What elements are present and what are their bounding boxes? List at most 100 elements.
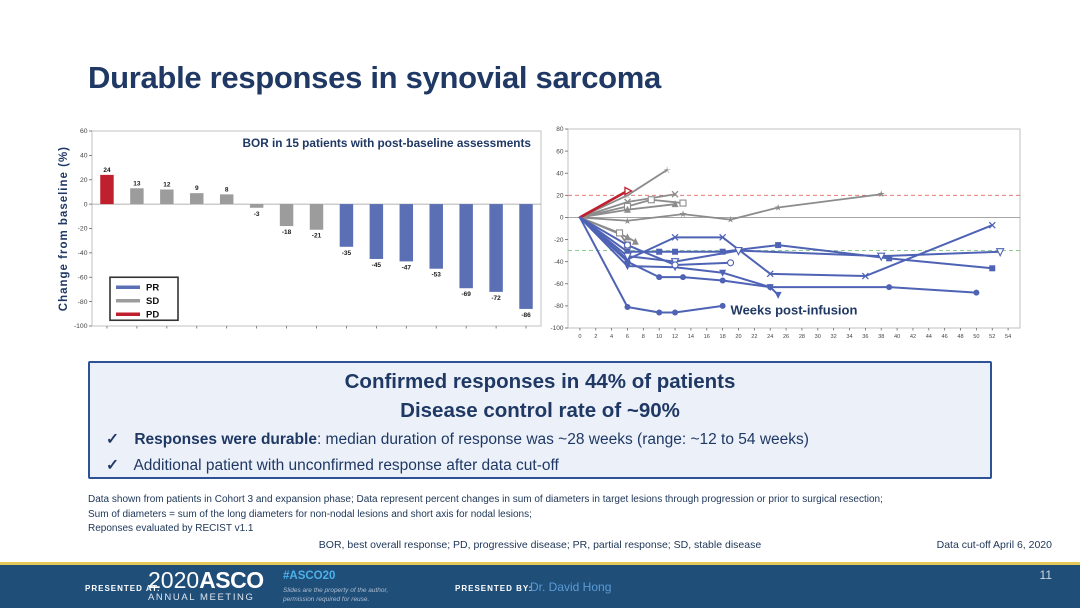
svg-text:-20: -20 [78, 226, 88, 233]
asco-logo-year: 2020 [148, 567, 200, 593]
footnote-line-3: Reponses evaluated by RECIST v1.1 [88, 523, 254, 534]
svg-text:☆: ☆ [623, 190, 631, 200]
svg-text:PD: PD [146, 310, 159, 321]
svg-text:-100: -100 [550, 325, 563, 332]
presented-by-label: PRESENTED BY: [455, 584, 533, 593]
svg-text:-60: -60 [554, 281, 564, 288]
svg-text:SD: SD [146, 296, 159, 307]
svg-text:-35: -35 [342, 250, 352, 257]
svg-text:-40: -40 [78, 250, 88, 257]
svg-text:20: 20 [80, 177, 88, 184]
hashtag-block: #ASCO20 Slides are the property of the a… [283, 570, 388, 604]
svg-text:8: 8 [225, 186, 229, 193]
svg-text:-100: -100 [74, 323, 88, 330]
svg-text:-53: -53 [432, 272, 442, 279]
svg-text:12: 12 [672, 334, 678, 340]
svg-text:42: 42 [910, 334, 916, 340]
svg-text:-18: -18 [282, 229, 292, 236]
svg-text:6: 6 [626, 334, 629, 340]
svg-text:0: 0 [84, 201, 88, 208]
svg-text:24: 24 [767, 334, 773, 340]
svg-text:60: 60 [556, 148, 564, 155]
svg-text:40: 40 [80, 153, 88, 160]
svg-text:-72: -72 [491, 295, 501, 302]
svg-text:48: 48 [957, 334, 963, 340]
svg-text:22: 22 [751, 334, 757, 340]
disclaimer-text: Slides are the property of the author, p… [283, 586, 388, 604]
asco-logo-name: ASCO [199, 567, 264, 593]
svg-text:-86: -86 [521, 312, 531, 319]
svg-text:8: 8 [642, 334, 645, 340]
svg-text:10: 10 [656, 334, 662, 340]
svg-text:-40: -40 [554, 259, 564, 266]
svg-text:-60: -60 [78, 274, 88, 281]
svg-text:-20: -20 [554, 237, 564, 244]
asco-logo: 2020ASCO ANNUAL MEETING [148, 569, 264, 603]
svg-text:40: 40 [894, 334, 900, 340]
svg-text:40: 40 [556, 170, 564, 177]
svg-text:20: 20 [556, 193, 564, 200]
svg-text:38: 38 [878, 334, 884, 340]
svg-text:28: 28 [799, 334, 805, 340]
svg-text:-45: -45 [372, 262, 382, 269]
summary-bullet-1-rest: : median duration of response was ~28 we… [316, 431, 809, 448]
svg-text:-3: -3 [254, 211, 260, 218]
page-title: Durable responses in synovial sarcoma [88, 60, 661, 95]
svg-text:9: 9 [195, 185, 199, 192]
summary-headline-1: Confirmed responses in 44% of patients [344, 370, 736, 393]
svg-text:18: 18 [720, 334, 726, 340]
summary-headline-2: Disease control rate of ~90% [400, 399, 680, 422]
svg-text:★: ★ [727, 215, 735, 225]
svg-text:☆: ☆ [663, 165, 671, 175]
checkmark-icon: ✓ [106, 457, 119, 474]
svg-text:60: 60 [80, 128, 88, 135]
abbreviations-line: BOR, best overall response; PD, progress… [318, 539, 762, 551]
svg-text:30: 30 [815, 334, 821, 340]
svg-text:-69: -69 [461, 291, 471, 298]
summary-bullet-1: ✓ Responses were durable: median duratio… [106, 430, 990, 449]
summary-bullet-2-text: Additional patient with unconfirmed resp… [133, 457, 559, 474]
data-cutoff-label: Data cut-off April 6, 2020 [936, 539, 1052, 551]
svg-text:24: 24 [103, 167, 111, 174]
svg-text:2: 2 [594, 334, 597, 340]
footnote-line-1: Data shown from patients in Cohort 3 and… [88, 494, 883, 505]
footnotes: Data shown from patients in Cohort 3 and… [88, 493, 883, 537]
svg-text:0: 0 [560, 215, 564, 222]
svg-text:★: ★ [877, 189, 885, 199]
presenter-name: Dr. David Hong [530, 580, 612, 594]
svg-text:★: ★ [774, 202, 782, 212]
summary-bullet-2: ✓ Additional patient with unconfirmed re… [106, 456, 990, 475]
svg-text:★: ★ [623, 216, 631, 226]
checkmark-icon: ✓ [106, 431, 119, 448]
svg-text:BOR in 15 patients with post-b: BOR in 15 patients with post-baseline as… [243, 136, 532, 150]
svg-text:-80: -80 [78, 299, 88, 306]
hashtag-label: #ASCO20 [283, 570, 336, 582]
svg-text:26: 26 [783, 334, 789, 340]
waterfall-chart: 60 40 20 0 -20 -40 -60 -80 -100 24 13 12 9 8 -3 -18 -21 -… [74, 128, 542, 330]
svg-text:16: 16 [704, 334, 710, 340]
svg-text:44: 44 [926, 334, 932, 340]
svg-text:46: 46 [942, 334, 948, 340]
asco-logo-wordmark: 2020ASCO [148, 569, 264, 592]
svg-text:-47: -47 [402, 264, 412, 271]
svg-text:52: 52 [989, 334, 995, 340]
svg-text:-80: -80 [554, 303, 564, 310]
summary-bullet-1-bold: Responses were durable [134, 431, 317, 448]
footnote-line-2: Sum of diameters = sum of the long diame… [88, 508, 532, 520]
svg-text:32: 32 [831, 334, 837, 340]
svg-text:-21: -21 [312, 233, 322, 240]
presented-at-label: PRESENTED AT: [85, 584, 161, 593]
svg-text:12: 12 [163, 182, 171, 189]
svg-text:14: 14 [688, 334, 694, 340]
svg-text:13: 13 [133, 180, 141, 187]
svg-text:0: 0 [578, 334, 581, 340]
svg-text:54: 54 [1005, 334, 1011, 340]
svg-text:20: 20 [735, 334, 741, 340]
disclaimer-line-2: permission required for reuse. [283, 595, 370, 603]
summary-bullet-1-text: Responses were durable: median duration … [134, 431, 809, 448]
svg-text:34: 34 [846, 334, 852, 340]
svg-text:★: ★ [679, 209, 687, 219]
page-number: 11 [1039, 568, 1052, 582]
